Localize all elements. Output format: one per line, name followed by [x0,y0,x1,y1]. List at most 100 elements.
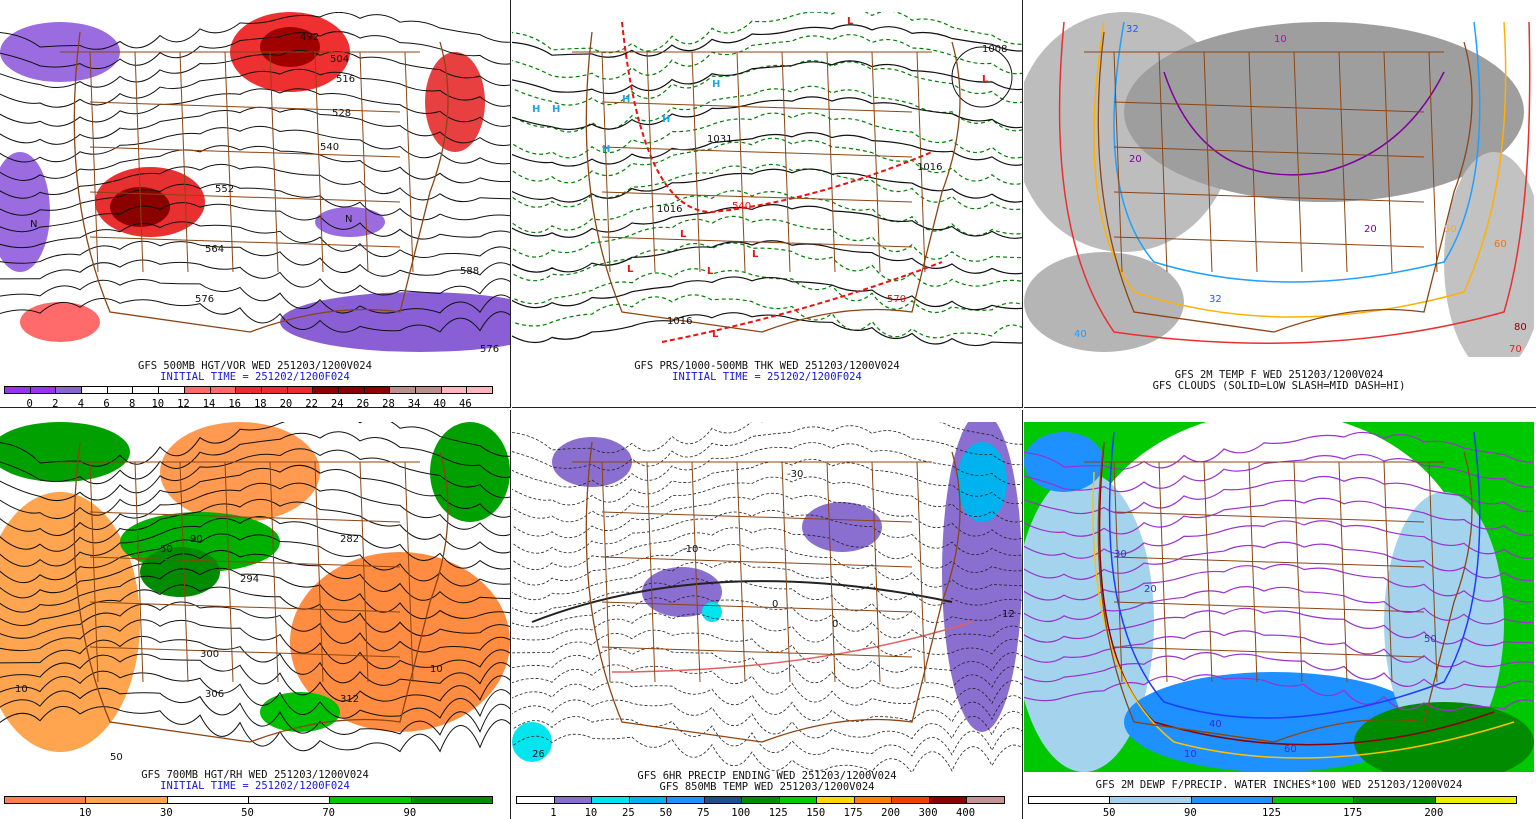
contour-line [0,145,510,184]
map-label: 10 [1184,749,1197,760]
colorbar-swatch [210,387,237,393]
map-label: 40 [1209,719,1222,730]
colorbar-swatch [554,797,593,803]
map-label: 60 [1284,744,1297,755]
isotherm-850mb [512,578,1022,623]
contour-line [0,106,510,146]
map-label: 40 [1074,329,1087,340]
map-label: 50 [160,544,173,555]
isobar [512,96,1022,131]
isobar [512,240,1022,275]
map-label: L [847,16,854,27]
shaded-region [1444,152,1534,357]
contour-line [0,635,510,686]
isobar [512,276,1022,311]
colorbar-swatch [1435,797,1516,803]
state-borders [60,51,420,273]
contour-line [0,183,510,221]
colorbar-swatch [167,797,249,803]
isotherm-850mb [512,510,1022,556]
map-label: 10 [15,684,28,695]
map-label: 50 [1444,224,1457,235]
map-label: 0 [832,619,838,630]
shaded-region [430,422,510,522]
colorbar-tick-label: 10 [78,807,92,819]
contour-line [0,279,510,314]
map-label: 10 [1274,34,1287,45]
thickness-contour [512,112,1022,159]
map-label: 20 [1364,224,1377,235]
colorbar-tick-label: 8 [128,398,136,410]
colorbar-tick-label: 30 [160,807,173,819]
isotherm-850mb [512,422,1022,454]
panel-6hr-precip-850mb-temp: -30 -10 0 12 26 0 GFS 6HR PRECIP ENDING WED 2… [512,410,1023,819]
map-label: 1008 [982,44,1007,55]
coastline [73,31,449,333]
colorbar-tick-label: 34 [407,398,421,410]
contour-line [0,653,510,702]
colorbar-ticks: 10 30 50 70 90 [4,807,491,819]
panel-title: GFS PRS/1000-500MB THK WED 251203/1200V0… [634,360,900,372]
colorbar-swatch [411,797,492,803]
panel-500mb-height-vorticity: 492 504 516 528 540 552 564 576 588 576 N N GFS 500… [0,0,511,410]
dewpoint-contour [1024,431,1534,470]
colorbar-tick-label: 150 [806,807,826,819]
map-label: L [680,229,687,240]
dewpoint-contour [1024,630,1534,668]
dewpoint-30 [1108,431,1481,719]
colorbar-swatch [133,387,160,393]
colorbar-swatch [390,387,416,393]
panel-title: GFS 700MB HGT/RH WED 251203/1200V024 [141,769,369,781]
map-label: L [627,264,634,275]
colorbar-tick-label: 90 [403,807,417,819]
colorbar-swatch [967,797,1004,803]
thickness-contour [512,294,1022,339]
isobar [512,132,1022,167]
map-label: 282 [340,534,359,545]
map-label: -10 [682,544,698,555]
map-label: 60 [1494,239,1507,250]
colorbar-swatch [742,797,780,803]
map-label: H [602,144,610,155]
colorbar-tick-label: 24 [330,398,344,410]
shaded-region [802,502,882,552]
colorbar-swatch [1354,797,1436,803]
colorbar-swatch [330,797,412,803]
colorbar-tick-label: 100 [731,807,751,819]
map-label: -30 [787,469,803,480]
colorbar-swatch [854,797,893,803]
isobar [512,312,1022,347]
contour-line [0,298,510,333]
map-label: 70 [1509,344,1522,355]
colorbar-swatch [82,387,108,393]
panel-title: GFS 2M TEMP F WED 251203/1200V024 [1174,369,1384,381]
contour-line [0,12,510,50]
colorbar-tick-label: 50 [659,807,673,819]
contour-line [0,202,510,240]
colorbar-tick-label: 70 [322,807,335,819]
colorbar-tick-label: 0 [26,398,33,410]
shaded-region [1024,252,1184,352]
contour-line [0,533,510,587]
colorbar-tick-label: 2 [52,398,59,410]
colorbar-tick-label: 125 [1262,807,1281,819]
contour-line [0,584,510,637]
map-label: 312 [340,694,359,705]
colorbar-tick-label: 46 [459,398,472,410]
colorbar-swatch [56,387,83,393]
colorbar-tick-label: 175 [843,807,863,819]
map-label: 30 [1114,549,1127,560]
contour-line [0,567,510,620]
isotherm-850mb [512,595,1022,640]
shaded-region [702,602,722,622]
colorbar-tick-label: 1 [550,807,557,819]
map-thickness-pressure: H H H H H H L L L L L L L 1016 1031 1016 540 570 1016 1008 [512,12,1022,347]
colorbar-tick-label: 200 [1424,807,1444,819]
shaded-region [1024,432,1104,492]
shaded-region [280,292,510,352]
colorbar [4,796,493,804]
colorbar-ticks: 50 90 125 175 200 [1028,807,1515,819]
colorbar-ticks: 0 2 4 6 8 10 12 14 16 18 20 22 24 26 28 34 40 46 [4,398,491,410]
panel-subtitle: GFS 850MB TEMP WED 251203/1200V024 [659,781,875,793]
colorbar-swatch [1272,797,1355,803]
